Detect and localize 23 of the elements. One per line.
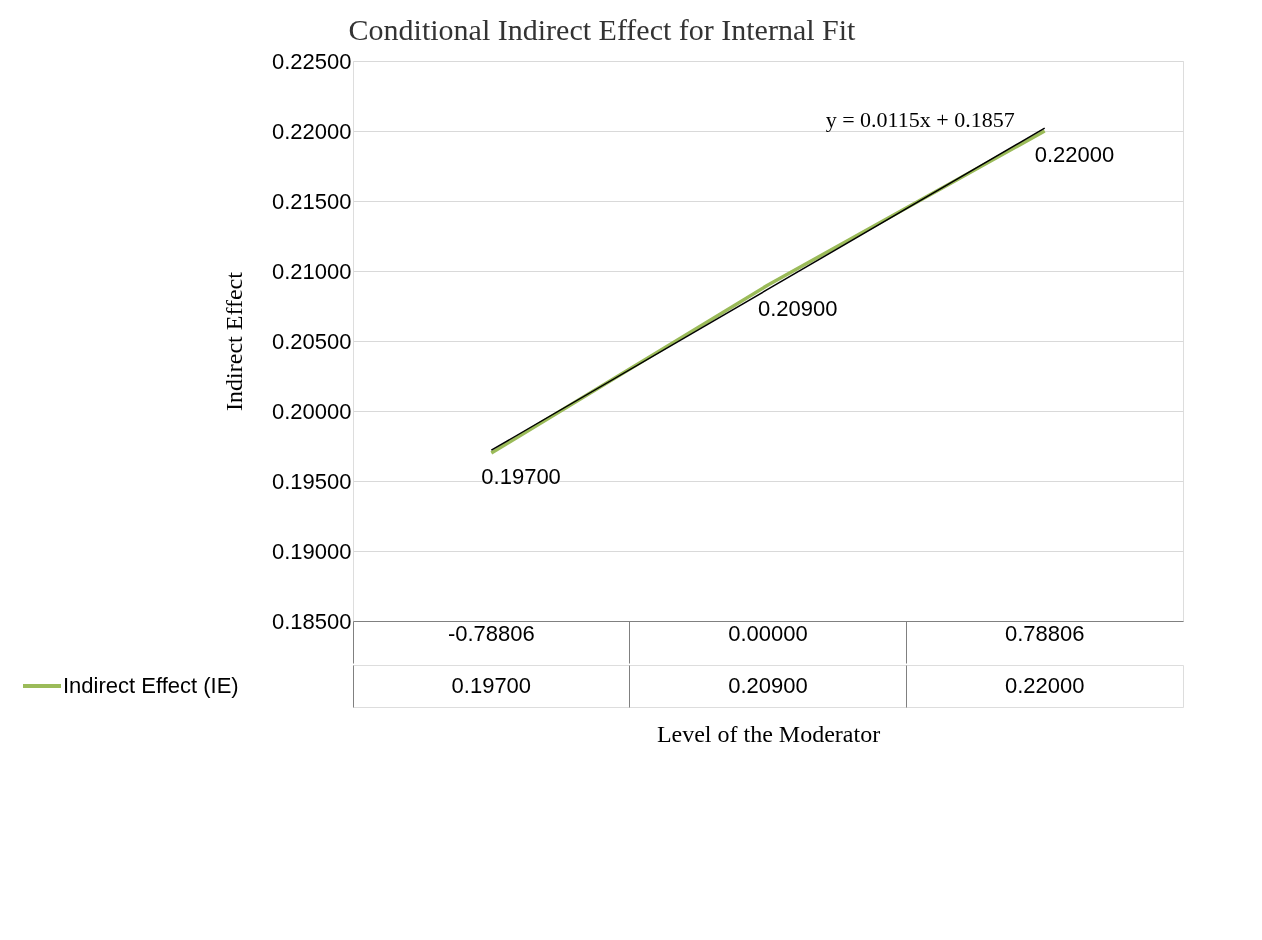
data-label: 0.22000 [1004,673,1085,698]
y-tick-label: 0.20500 [271,328,352,354]
y-tick-label: 0.19500 [271,468,352,494]
y-tick-label: 0.22500 [271,48,352,74]
y-tick-label: 0.19000 [271,538,352,564]
y-axis-title: Indirect Effect [220,271,247,411]
x-tick-label: 0.00000 [728,620,808,646]
y-tick-label: 0.20000 [271,398,352,424]
data-label: 0.20900 [728,673,808,698]
x-tick-label: 0.78806 [1004,620,1085,646]
text: 0.19700 [481,464,561,489]
y-tick-label: 0.21000 [271,258,352,284]
x-tick-label: -0.78806 [447,620,535,646]
chart-title: Conditional Indirect Effect for Internal Fit [348,12,857,46]
y-tick-label: 0.22000 [271,118,352,144]
text: 0.22000 [1034,142,1115,167]
y-tick-label: 0.21500 [271,188,352,214]
text: 0.20900 [758,296,838,321]
annotation: y = 0.0115x + 0.1857 [825,107,1015,133]
y-tick-label: 0.18500 [271,608,352,634]
data-label: 0.19700 [451,673,532,698]
legend-label: Indirect Effect (IE) [63,673,239,698]
x-axis-title: Level of the Moderator [656,720,881,747]
